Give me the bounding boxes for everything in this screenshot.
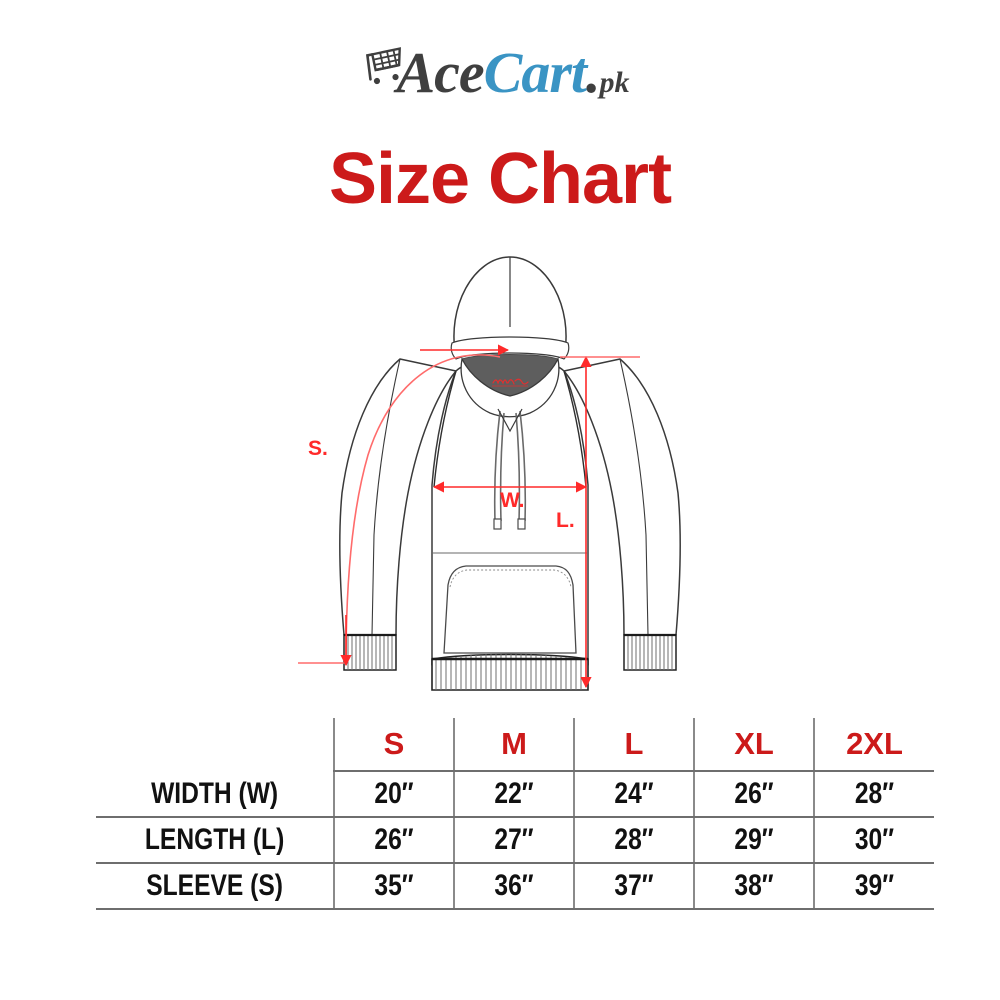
table-row: LENGTH (L) 26″ 27″ 28″ 29″ 30″ (96, 817, 934, 864)
drawstring-aglet-right (517, 518, 526, 530)
brand-logo: AceCart.pk (0, 44, 1000, 120)
sleeve-measure-line (345, 354, 501, 664)
row-label-width: WIDTH (W) (117, 771, 313, 818)
table-header-2xl: 2XL (813, 718, 934, 772)
neck-brand-label (492, 378, 529, 387)
cell-sleeve-l: 37″ (583, 863, 684, 910)
left-cuff (343, 633, 397, 671)
drawstrings (493, 410, 527, 522)
cell-width-2xl: 28″ (823, 771, 924, 818)
kangaroo-pocket (443, 565, 577, 654)
cell-length-m: 27″ (463, 817, 564, 864)
collar-v-notch (497, 408, 523, 433)
sleeve-measure-label: S. (308, 437, 328, 460)
right-sleeve-seam (619, 358, 649, 636)
cell-sleeve-m: 36″ (463, 863, 564, 910)
left-shoulder-seam (433, 370, 457, 488)
table-corner-cell (96, 718, 334, 771)
width-measure-label: W. (500, 489, 525, 512)
brand-tld: pk (599, 66, 630, 99)
cell-length-s: 26″ (343, 817, 444, 864)
table-row: SLEEVE (S) 35″ 36″ 37″ 38″ 39″ (96, 863, 934, 910)
table-header-m: M (453, 718, 574, 772)
length-measure-label: L. (556, 509, 575, 532)
size-table-wrapper: S M L XL 2XL WIDTH (W) 20″ 22″ 24″ 26″ 2… (96, 718, 934, 910)
table-header-xl: XL (693, 718, 814, 772)
table-header-l: L (573, 718, 694, 772)
cell-sleeve-2xl: 39″ (823, 863, 924, 910)
left-sleeve-seam (371, 358, 401, 636)
shopping-cart-icon (366, 47, 402, 85)
right-cuff (623, 633, 677, 671)
cell-length-2xl: 30″ (823, 817, 924, 864)
row-label-length: LENGTH (L) (117, 817, 313, 864)
cell-sleeve-s: 35″ (343, 863, 444, 910)
brand-logo-inner: AceCart.pk (366, 44, 630, 102)
pocket-topstitch (449, 569, 572, 588)
table-row: WIDTH (W) 20″ 22″ 24″ 26″ 28″ (96, 771, 934, 818)
page-title: Size Chart (328, 139, 672, 219)
cell-length-xl: 29″ (703, 817, 804, 864)
brand-name-ace: Ace (396, 40, 484, 105)
cell-width-s: 20″ (343, 771, 444, 818)
drawstring-aglet-left (493, 518, 502, 530)
table-header-s: S (333, 718, 454, 772)
cell-length-l: 28″ (583, 817, 684, 864)
row-label-sleeve: SLEEVE (S) (117, 863, 313, 910)
cell-width-m: 22″ (463, 771, 564, 818)
table-header-row: S M L XL 2XL (96, 718, 934, 772)
cell-sleeve-xl: 38″ (703, 863, 804, 910)
brand-name-cart: Cart (483, 40, 587, 105)
waist-hem (431, 653, 589, 691)
cell-width-l: 24″ (583, 771, 684, 818)
hoodie-technical-drawing: S. W. L. (298, 256, 681, 691)
size-table: S M L XL 2XL WIDTH (W) 20″ 22″ 24″ 26″ 2… (96, 718, 934, 910)
collar (460, 356, 560, 418)
hood-edge-band (450, 336, 570, 360)
brand-dot: . (586, 40, 600, 105)
cell-width-xl: 26″ (703, 771, 804, 818)
